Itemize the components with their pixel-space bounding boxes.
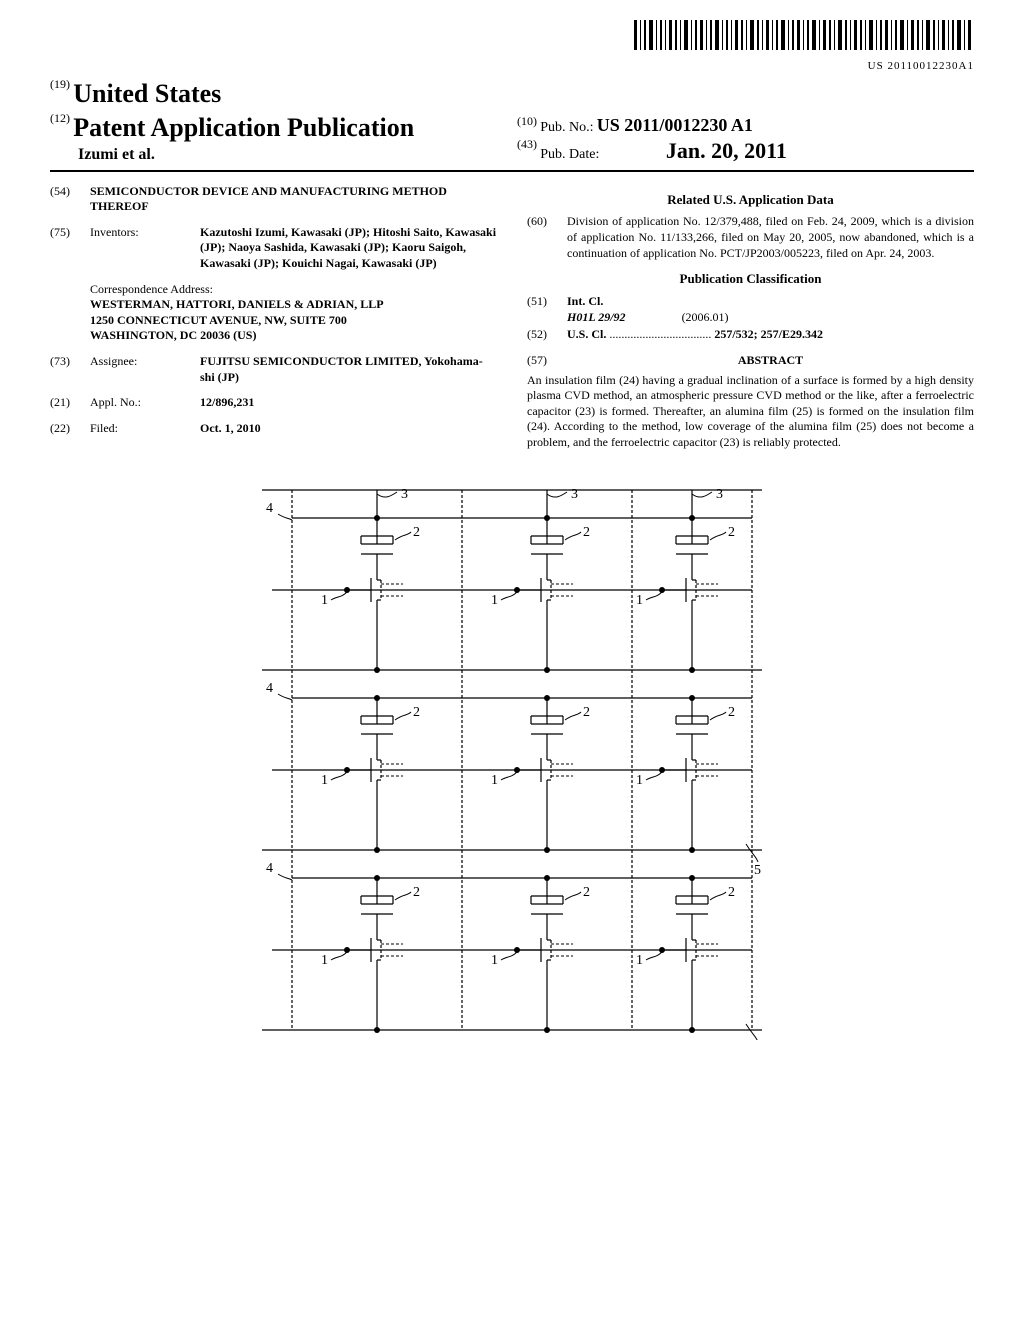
svg-text:3: 3 bbox=[401, 487, 408, 502]
svg-text:2: 2 bbox=[583, 885, 590, 900]
left-column: (54) SEMICONDUCTOR DEVICE AND MANUFACTUR… bbox=[50, 184, 497, 451]
circuit-figure: 43213213214521212145212121 bbox=[252, 480, 772, 1040]
svg-text:3: 3 bbox=[716, 487, 723, 502]
abstract-label: ABSTRACT bbox=[738, 353, 803, 367]
pubno-prefix: (10) bbox=[517, 114, 537, 128]
title-prefix: (54) bbox=[50, 184, 90, 215]
abstract-prefix: (57) bbox=[527, 353, 567, 369]
filed-prefix: (22) bbox=[50, 421, 90, 437]
invention-title: SEMICONDUCTOR DEVICE AND MANUFACTURING M… bbox=[90, 184, 497, 215]
pubdate-prefix: (43) bbox=[517, 137, 537, 151]
country: United States bbox=[73, 79, 221, 108]
filed-value: Oct. 1, 2010 bbox=[200, 421, 497, 437]
svg-text:4: 4 bbox=[266, 501, 273, 516]
applno-label: Appl. No.: bbox=[90, 395, 200, 411]
svg-text:2: 2 bbox=[413, 885, 420, 900]
pub-type: Patent Application Publication bbox=[73, 113, 414, 142]
barcode-block: US 20110012230A1 bbox=[50, 20, 974, 73]
intcl-code: H01L 29/92 bbox=[567, 310, 626, 324]
inventors-label: Inventors: bbox=[90, 225, 200, 272]
svg-text:1: 1 bbox=[491, 953, 498, 968]
intcl-year: (2006.01) bbox=[682, 310, 729, 324]
svg-text:5: 5 bbox=[754, 863, 761, 878]
body-columns: (54) SEMICONDUCTOR DEVICE AND MANUFACTUR… bbox=[50, 184, 974, 451]
svg-text:2: 2 bbox=[583, 525, 590, 540]
svg-text:1: 1 bbox=[636, 593, 643, 608]
svg-text:2: 2 bbox=[728, 885, 735, 900]
figure-area: 43213213214521212145212121 bbox=[50, 480, 974, 1045]
abstract-body: An insulation film (24) having a gradual… bbox=[527, 373, 974, 451]
barcode-number: US 20110012230A1 bbox=[50, 59, 974, 73]
related-prefix: (60) bbox=[527, 214, 567, 261]
applno-value: 12/896,231 bbox=[200, 395, 497, 411]
svg-text:2: 2 bbox=[728, 525, 735, 540]
intcl-prefix: (51) bbox=[527, 294, 567, 325]
svg-text:1: 1 bbox=[636, 773, 643, 788]
correspondence-body: WESTERMAN, HATTORI, DANIELS & ADRIAN, LL… bbox=[90, 297, 497, 344]
uscl-dots: .................................. bbox=[609, 327, 711, 341]
intcl-label: Int. Cl. bbox=[567, 294, 603, 308]
svg-text:3: 3 bbox=[571, 487, 578, 502]
svg-text:2: 2 bbox=[728, 705, 735, 720]
correspondence-label: Correspondence Address: bbox=[90, 282, 497, 298]
svg-text:1: 1 bbox=[321, 953, 328, 968]
inventors-prefix: (75) bbox=[50, 225, 90, 272]
related-body: Division of application No. 12/379,488, … bbox=[567, 214, 974, 261]
pubdate-value: Jan. 20, 2011 bbox=[666, 138, 787, 163]
assignee-value: FUJITSU SEMICONDUCTOR LIMITED, Yokohama-… bbox=[200, 354, 497, 385]
authors-short: Izumi et al. bbox=[50, 145, 507, 166]
related-title: Related U.S. Application Data bbox=[527, 192, 974, 209]
assignee-prefix: (73) bbox=[50, 354, 90, 385]
svg-text:1: 1 bbox=[636, 953, 643, 968]
assignee-label: Assignee: bbox=[90, 354, 200, 385]
divider-top bbox=[50, 170, 974, 172]
uscl-label: U.S. Cl. bbox=[567, 327, 606, 341]
svg-text:2: 2 bbox=[413, 705, 420, 720]
pubtype-prefix: (12) bbox=[50, 111, 70, 125]
svg-text:2: 2 bbox=[413, 525, 420, 540]
svg-text:1: 1 bbox=[321, 593, 328, 608]
inventors-list: Kazutoshi Izumi, Kawasaki (JP); Hitoshi … bbox=[200, 225, 496, 270]
pubdate-label: Pub. Date: bbox=[540, 147, 599, 162]
svg-text:1: 1 bbox=[491, 773, 498, 788]
barcode-icon bbox=[634, 20, 974, 54]
svg-text:2: 2 bbox=[583, 705, 590, 720]
svg-text:4: 4 bbox=[266, 861, 273, 876]
uscl-value: 257/532; 257/E29.342 bbox=[714, 327, 823, 341]
svg-text:1: 1 bbox=[321, 773, 328, 788]
filed-label: Filed: bbox=[90, 421, 200, 437]
country-prefix: (19) bbox=[50, 77, 70, 91]
pubno-label: Pub. No.: bbox=[540, 120, 593, 135]
right-column: Related U.S. Application Data (60) Divis… bbox=[527, 184, 974, 451]
applno-prefix: (21) bbox=[50, 395, 90, 411]
svg-text:1: 1 bbox=[491, 593, 498, 608]
uscl-prefix: (52) bbox=[527, 327, 567, 343]
pubclass-title: Publication Classification bbox=[527, 271, 974, 288]
svg-text:4: 4 bbox=[266, 681, 273, 696]
pubno-value: US 2011/0012230 A1 bbox=[597, 115, 753, 135]
header: (19) United States (12) Patent Applicati… bbox=[50, 77, 974, 165]
